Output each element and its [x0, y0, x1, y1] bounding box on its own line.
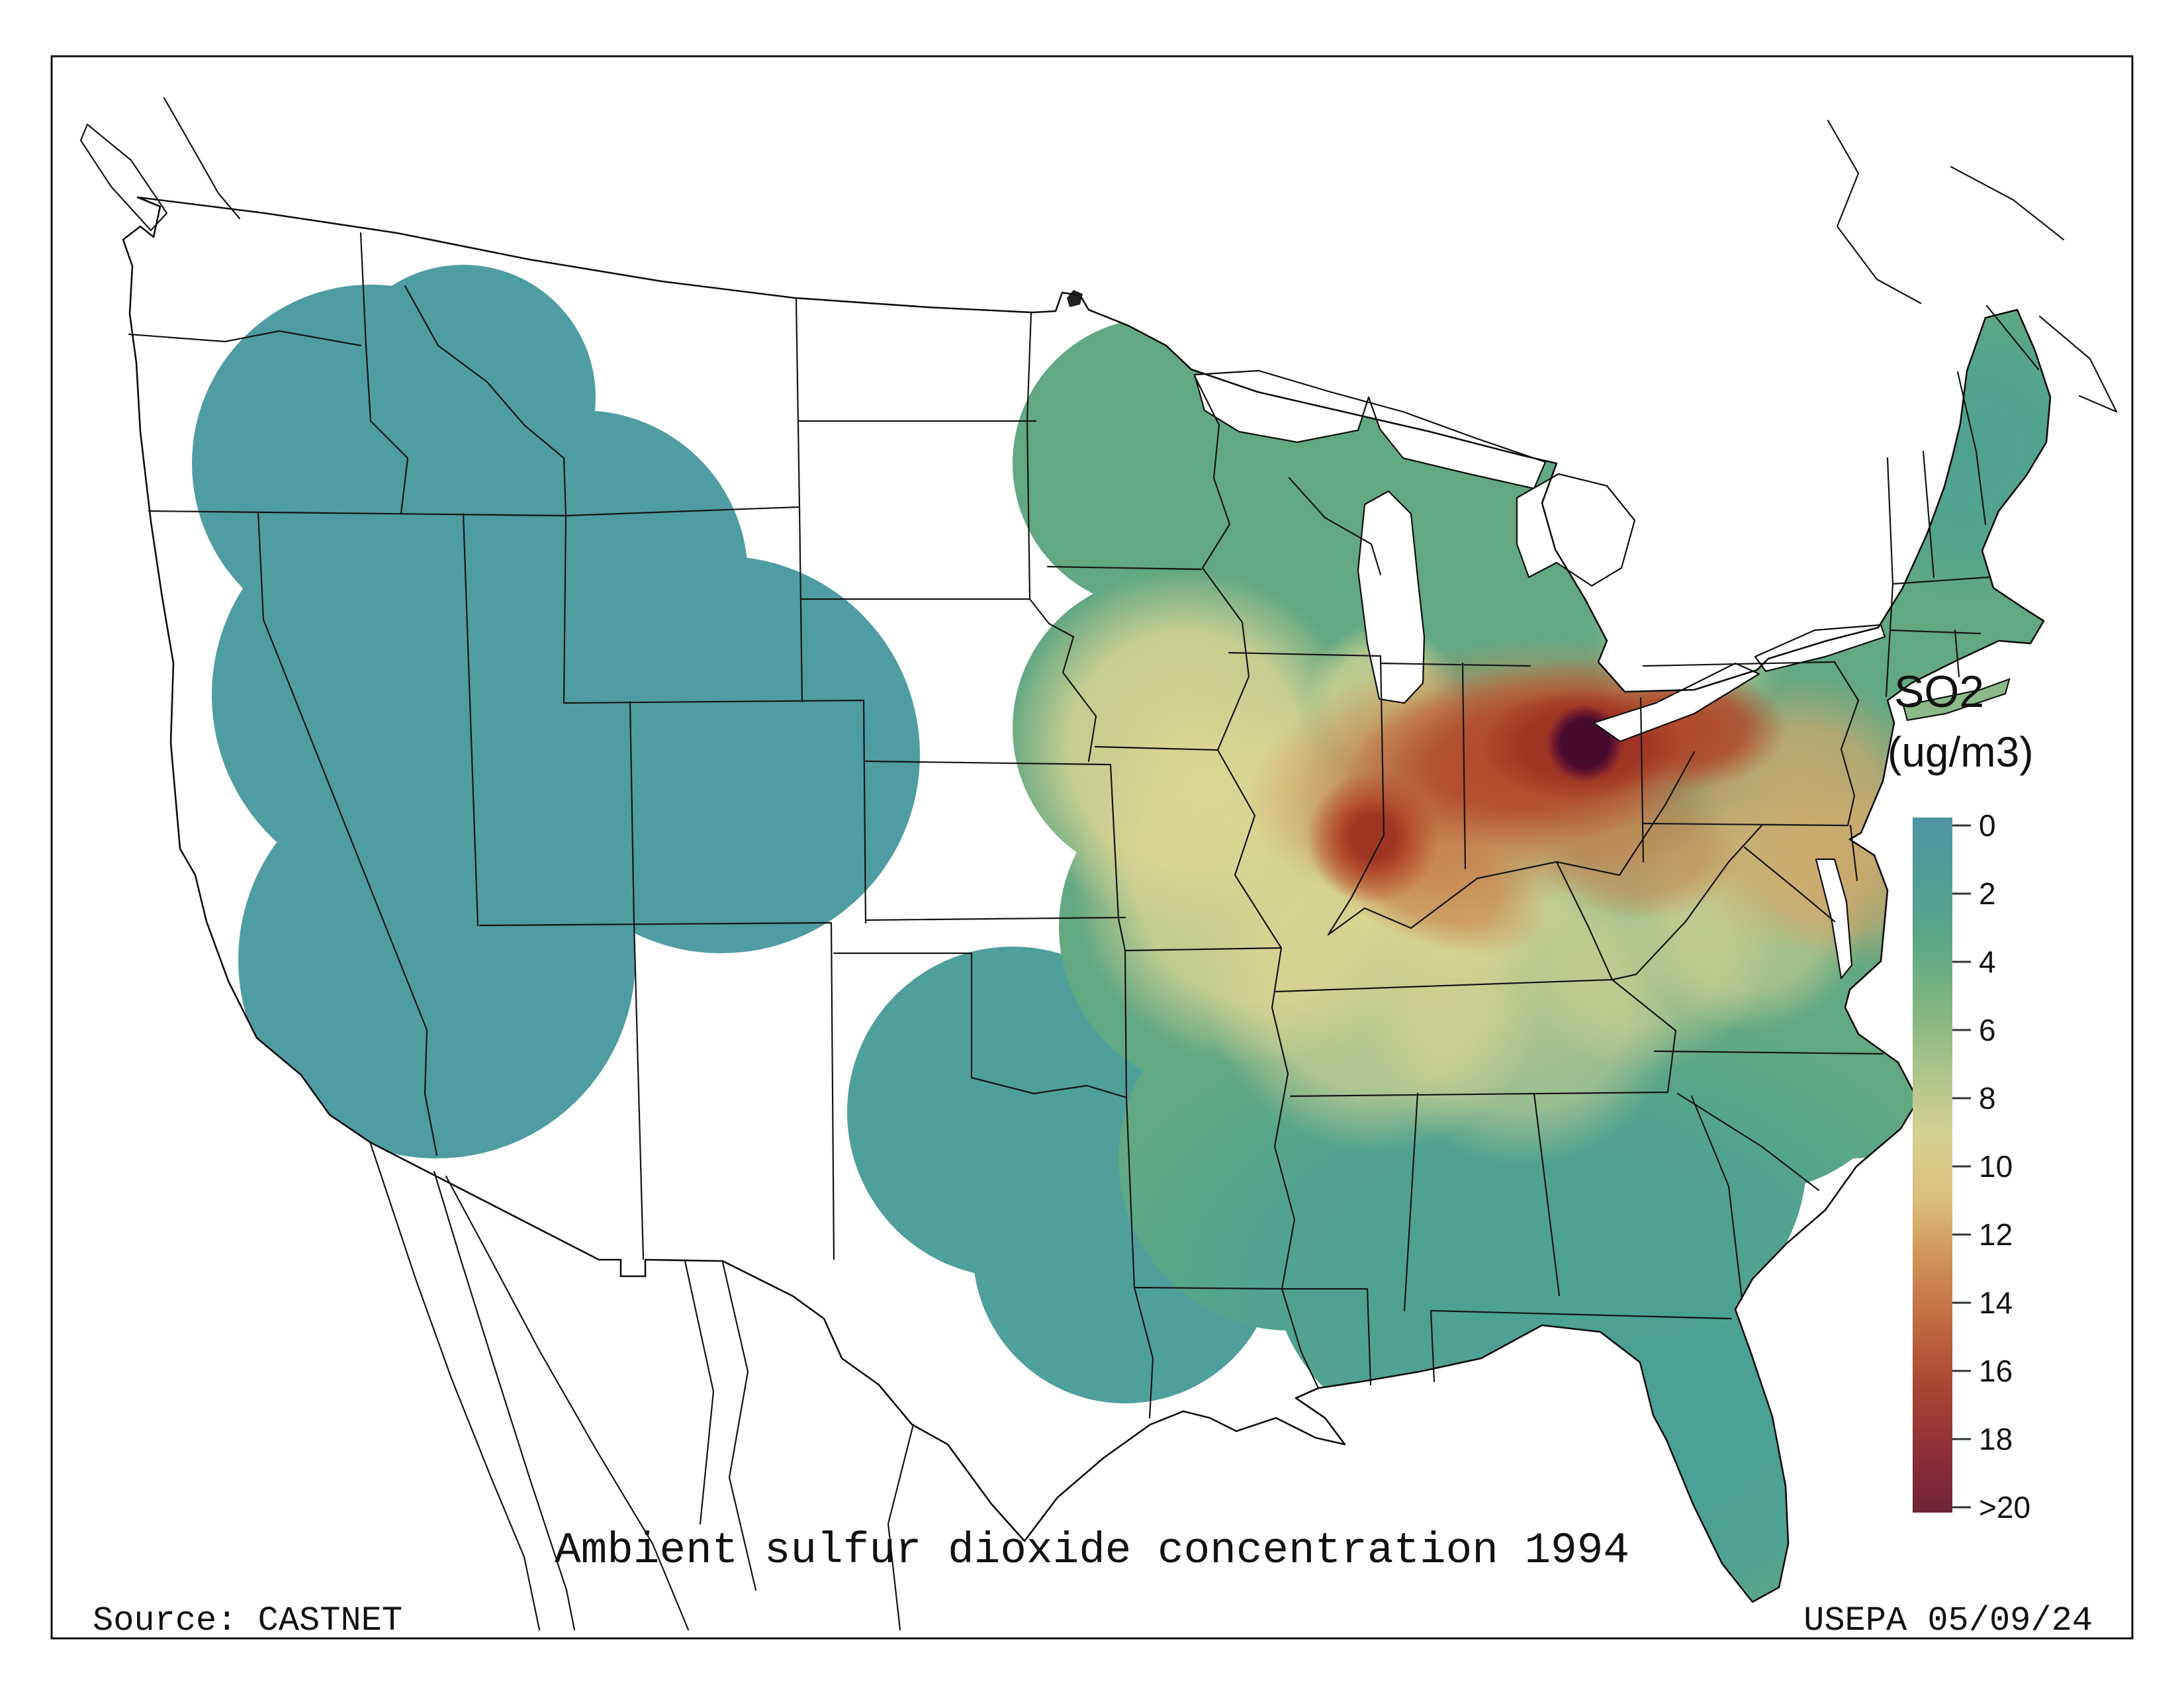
- maine-teal: [1820, 298, 2124, 602]
- legend-colorbar: [1913, 818, 1952, 1513]
- lake-huron: [1517, 474, 1635, 586]
- so2-map-figure: SO2 (ug/m3) 0 2 4 6 8 10 12 14 16 18 >20 Ambient s…: [0, 0, 2184, 1688]
- legend-tick-label: 12: [1979, 1217, 2013, 1252]
- figure-page: SO2 (ug/m3) 0 2 4 6 8 10 12 14 16 18 >20 Ambient s…: [0, 0, 2184, 1688]
- so2-surface-east: [960, 265, 2151, 1655]
- legend-tick-label: 16: [1979, 1354, 2013, 1388]
- bc-coast: [164, 98, 240, 218]
- legend-tick-label: 0: [1979, 808, 1996, 843]
- legend-tick-label: 10: [1979, 1149, 2013, 1184]
- legend-title: SO2: [1894, 667, 1984, 717]
- eastern-ohio-maximum: [1545, 704, 1625, 783]
- legend-tick-label: 8: [1979, 1081, 1996, 1115]
- legend-ticks: 0 2 4 6 8 10 12 14 16 18 >20: [1952, 808, 2030, 1524]
- legend-tick-label: >20: [1979, 1490, 2030, 1524]
- vancouver-island: [81, 124, 167, 230]
- lake-of-the-woods: [1067, 290, 1083, 307]
- legend-tick-label: 6: [1979, 1013, 1996, 1047]
- baja-california: [371, 1144, 574, 1630]
- legend-tick-label: 14: [1979, 1286, 2013, 1320]
- florida-teal: [1516, 1271, 1886, 1642]
- legend-tick-label: 18: [1979, 1422, 2013, 1456]
- legend-tick-label: 4: [1979, 945, 1996, 979]
- indiana-hotspot-core: [1337, 801, 1410, 874]
- figure-title: Ambient sulfur dioxide concentration 199…: [555, 1526, 1629, 1575]
- source-caption: Source: CASTNET: [93, 1601, 402, 1640]
- legend-subtitle: (ug/m3): [1888, 728, 2034, 776]
- legend-tick-label: 2: [1979, 876, 1996, 911]
- credit-caption: USEPA 05/09/24: [1803, 1601, 2093, 1640]
